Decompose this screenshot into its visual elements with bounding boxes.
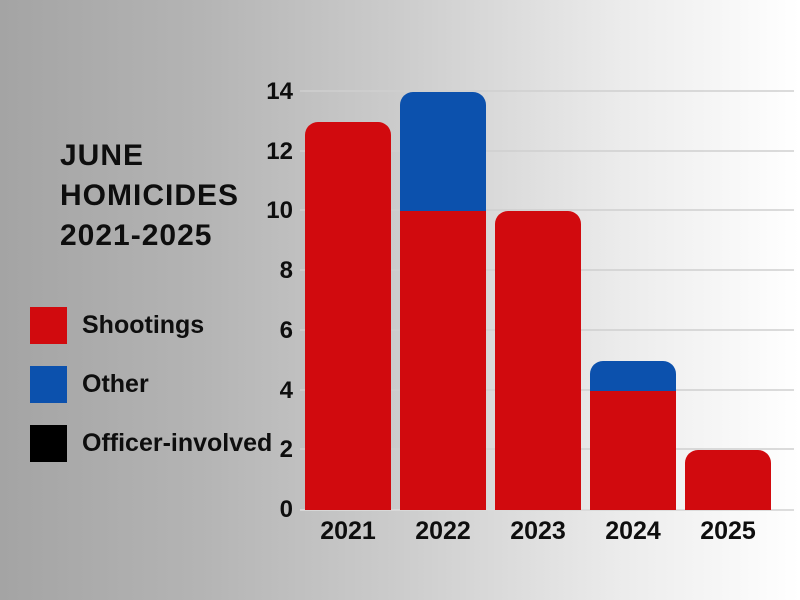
bar-2024-other xyxy=(590,360,676,391)
title-line-1: JUNE xyxy=(60,139,145,172)
chart-title: JUNE HOMICIDES 2021-2025 xyxy=(60,136,239,256)
x-label-2021: 2021 xyxy=(320,517,376,545)
x-axis-baseline xyxy=(300,509,794,511)
y-tick-label-10: 10 xyxy=(266,197,293,225)
legend: Shootings Other Officer-involved xyxy=(30,307,272,484)
x-label-2025: 2025 xyxy=(700,517,756,545)
y-tick-label-6: 6 xyxy=(279,316,293,344)
x-label-2024: 2024 xyxy=(605,517,661,545)
title-line-3: 2021-2025 xyxy=(60,219,213,252)
bar-2022-other xyxy=(400,92,486,212)
bar-2021-shootings xyxy=(305,121,391,510)
y-tick-label-0: 0 xyxy=(279,496,293,523)
legend-swatch-shootings xyxy=(30,307,67,344)
gridline-y-12 xyxy=(300,149,794,152)
x-label-2023: 2023 xyxy=(510,517,566,545)
legend-label-shootings: Shootings xyxy=(82,311,205,339)
y-tick-label-2: 2 xyxy=(279,436,293,464)
title-line-2: HOMICIDES xyxy=(60,179,240,212)
bar-2025-shootings xyxy=(685,450,771,510)
legend-swatch-officer-involved xyxy=(30,425,67,462)
bar-2022-shootings xyxy=(400,211,486,510)
bar-2023-shootings xyxy=(495,211,581,510)
x-axis-category-labels: 2021 2022 2023 2024 2025 xyxy=(300,517,794,551)
legend-swatch-other xyxy=(30,366,67,403)
bar-2024-shootings xyxy=(590,390,676,510)
legend-label-officer-involved: Officer-involved xyxy=(82,429,273,457)
gridline-y-14 xyxy=(300,90,794,92)
y-tick-label-14: 14 xyxy=(266,78,293,105)
gridline-y-10 xyxy=(300,209,794,212)
x-label-2022: 2022 xyxy=(415,517,471,545)
legend-item-other: Other xyxy=(30,366,272,403)
y-axis-tick-labels: 0 2 4 6 8 10 12 14 xyxy=(225,62,293,523)
legend-item-officer-involved: Officer-involved xyxy=(30,425,272,462)
y-tick-label-8: 8 xyxy=(279,257,293,285)
legend-label-other: Other xyxy=(82,370,149,398)
y-tick-label-4: 4 xyxy=(279,376,293,404)
y-tick-label-12: 12 xyxy=(266,137,293,165)
bar-chart-plot-area xyxy=(300,62,794,511)
legend-item-shootings: Shootings xyxy=(30,307,272,344)
